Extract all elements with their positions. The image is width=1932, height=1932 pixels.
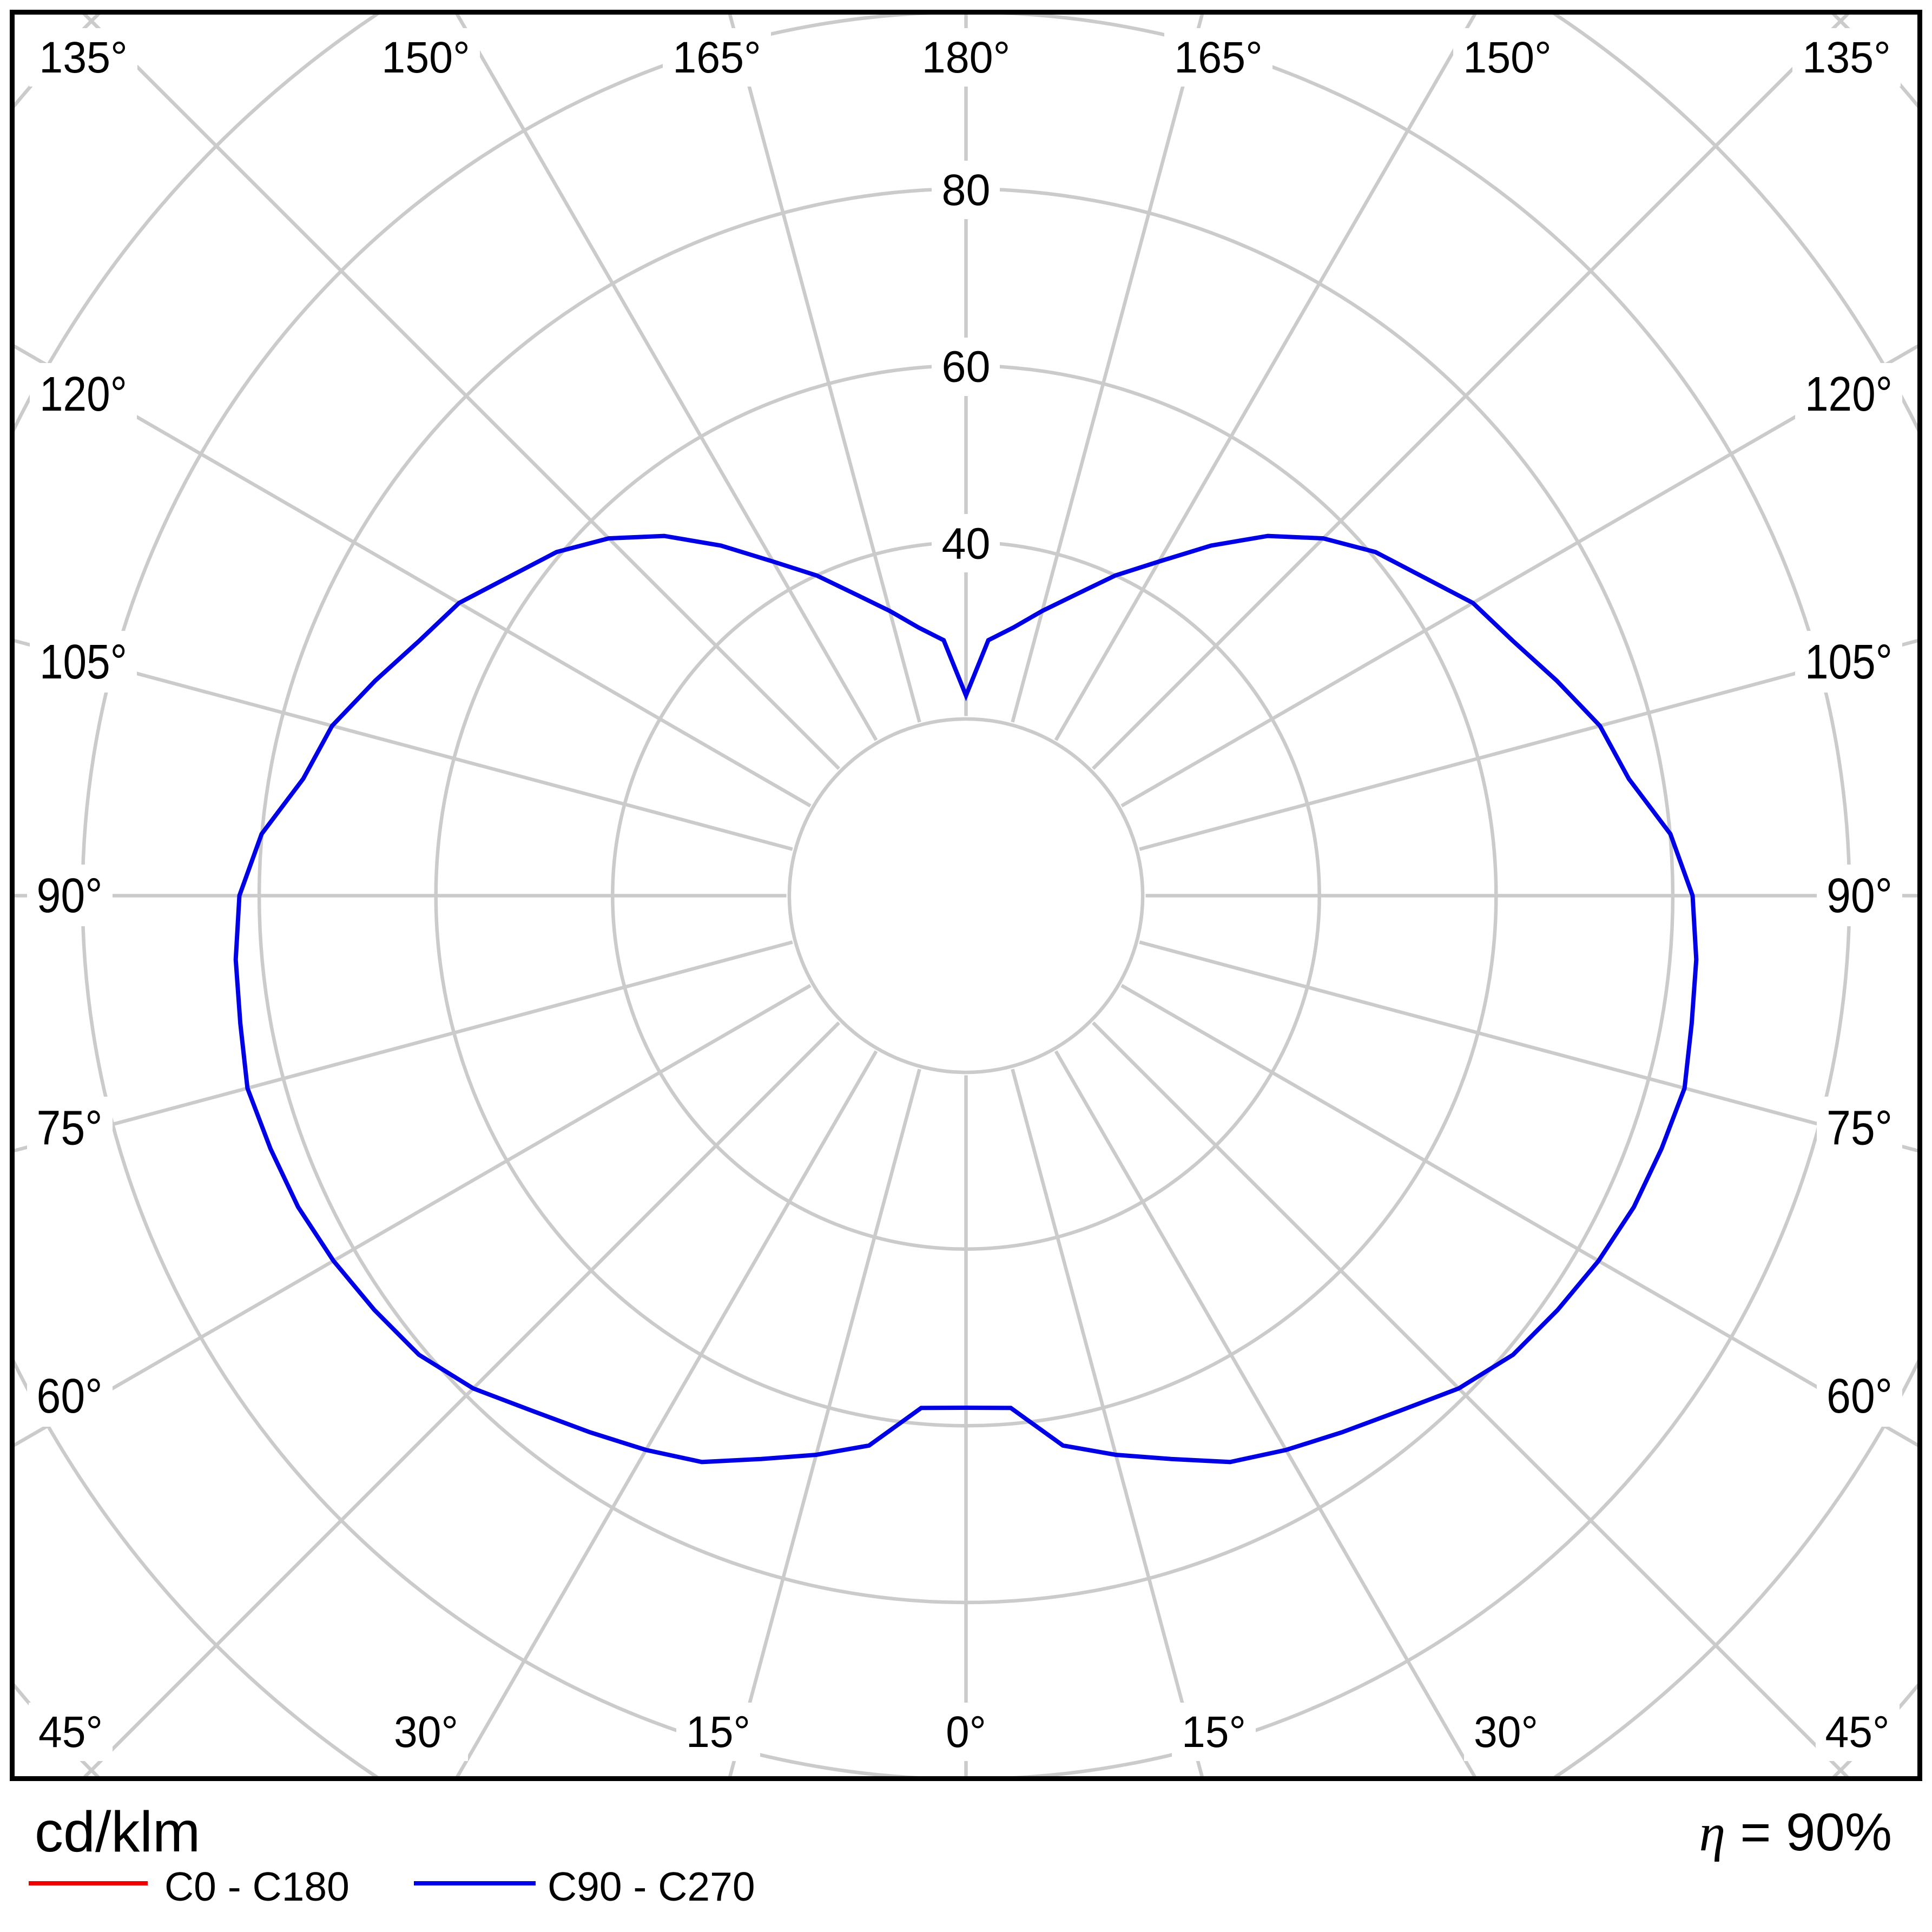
svg-text:150°: 150° — [381, 33, 470, 82]
svg-text:60: 60 — [942, 342, 991, 392]
svg-text:135°: 135° — [39, 33, 128, 82]
svg-text:60°: 60° — [37, 1369, 103, 1423]
svg-text:30°: 30° — [1474, 1707, 1538, 1757]
svg-text:80: 80 — [942, 166, 991, 215]
svg-text:120°: 120° — [1805, 367, 1893, 421]
svg-text:75°: 75° — [37, 1102, 103, 1156]
svg-text:15°: 15° — [1182, 1707, 1246, 1757]
svg-text:180°: 180° — [922, 33, 1011, 82]
svg-text:105°: 105° — [1805, 635, 1893, 689]
svg-text:60°: 60° — [1827, 1369, 1893, 1423]
svg-text:45°: 45° — [38, 1707, 103, 1757]
svg-text:105°: 105° — [39, 635, 127, 689]
svg-text:90°: 90° — [37, 869, 103, 923]
svg-text:η = 90%: η = 90% — [1699, 1802, 1892, 1862]
svg-text:C90 - C270: C90 - C270 — [548, 1864, 755, 1909]
svg-text:15°: 15° — [686, 1707, 750, 1757]
svg-text:165°: 165° — [1174, 33, 1263, 82]
svg-text:120°: 120° — [39, 367, 127, 421]
svg-text:cd/klm: cd/klm — [35, 1800, 200, 1864]
svg-text:45°: 45° — [1825, 1707, 1890, 1757]
svg-text:90°: 90° — [1827, 869, 1893, 923]
svg-text:150°: 150° — [1463, 33, 1552, 82]
svg-text:30°: 30° — [394, 1707, 458, 1757]
svg-text:165°: 165° — [672, 33, 761, 82]
svg-text:0°: 0° — [946, 1707, 986, 1757]
svg-text:135°: 135° — [1802, 33, 1891, 82]
svg-text:40: 40 — [942, 519, 991, 568]
svg-text:75°: 75° — [1827, 1102, 1893, 1156]
svg-text:C0 - C180: C0 - C180 — [164, 1864, 350, 1909]
